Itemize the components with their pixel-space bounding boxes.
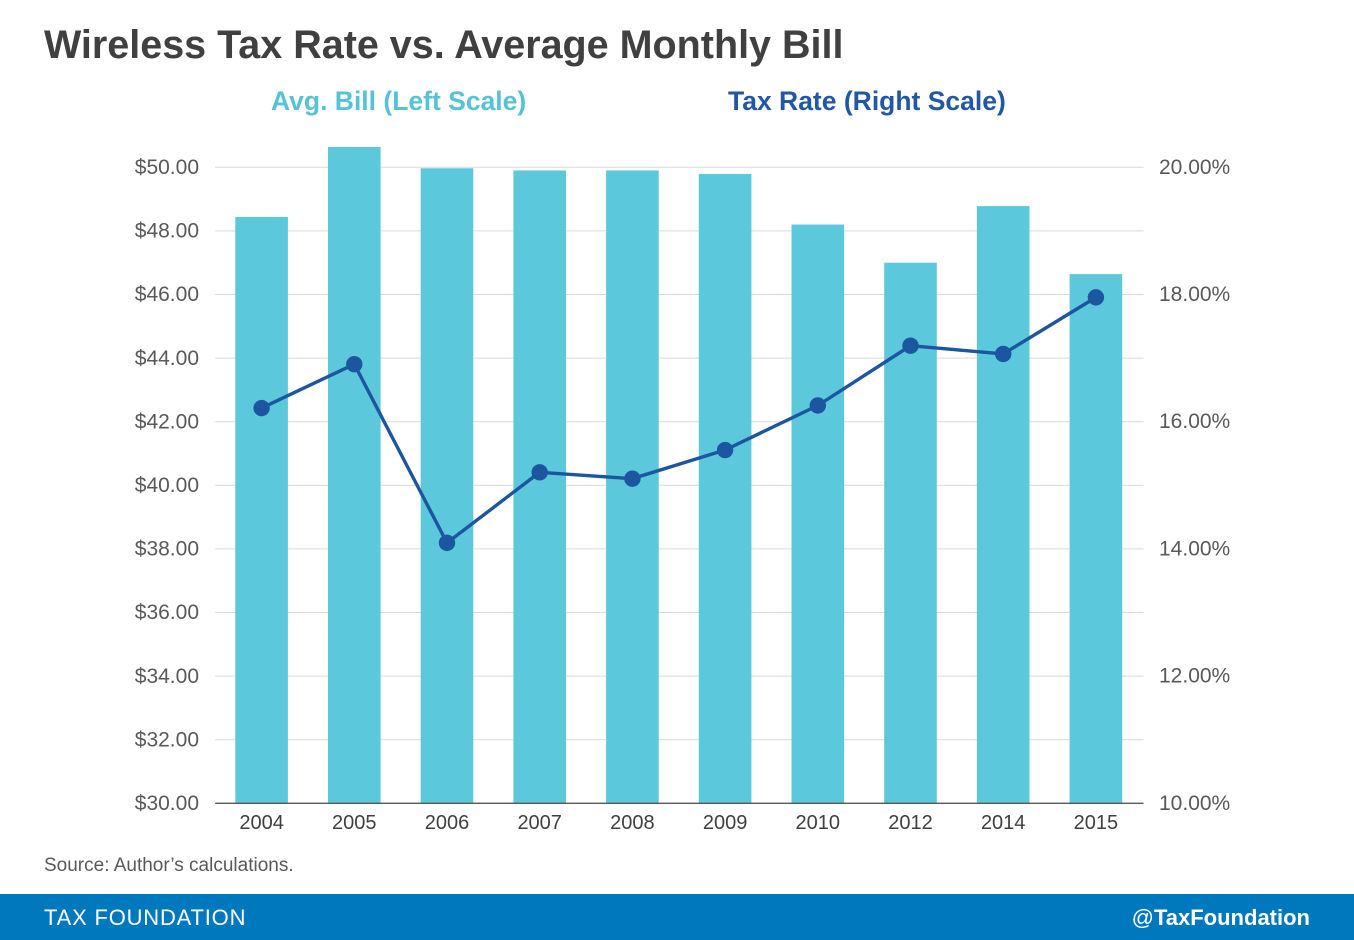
svg-text:20.00%: 20.00% [1159, 156, 1230, 179]
svg-text:$36.00: $36.00 [135, 601, 199, 624]
svg-text:2014: 2014 [981, 812, 1026, 834]
svg-text:$32.00: $32.00 [135, 728, 199, 751]
svg-text:16.00%: 16.00% [1159, 410, 1230, 433]
svg-text:$46.00: $46.00 [135, 283, 199, 306]
svg-text:2010: 2010 [796, 812, 841, 834]
svg-text:$30.00: $30.00 [135, 792, 199, 815]
svg-text:$40.00: $40.00 [135, 474, 199, 497]
svg-text:2009: 2009 [703, 812, 748, 834]
svg-text:2008: 2008 [610, 812, 655, 834]
svg-text:2004: 2004 [239, 812, 284, 834]
svg-text:$34.00: $34.00 [135, 665, 199, 688]
svg-text:$42.00: $42.00 [135, 410, 199, 433]
svg-text:10.00%: 10.00% [1159, 792, 1230, 815]
svg-text:$50.00: $50.00 [135, 156, 199, 179]
svg-text:$48.00: $48.00 [135, 220, 199, 243]
svg-text:14.00%: 14.00% [1159, 537, 1230, 560]
svg-text:2006: 2006 [425, 812, 470, 834]
svg-text:2015: 2015 [1074, 812, 1119, 834]
svg-text:$44.00: $44.00 [135, 347, 199, 370]
svg-text:2012: 2012 [888, 812, 933, 834]
svg-text:2005: 2005 [332, 812, 377, 834]
svg-text:12.00%: 12.00% [1159, 665, 1230, 688]
svg-text:$38.00: $38.00 [135, 538, 199, 561]
svg-text:2007: 2007 [517, 812, 562, 834]
svg-text:18.00%: 18.00% [1159, 283, 1230, 306]
